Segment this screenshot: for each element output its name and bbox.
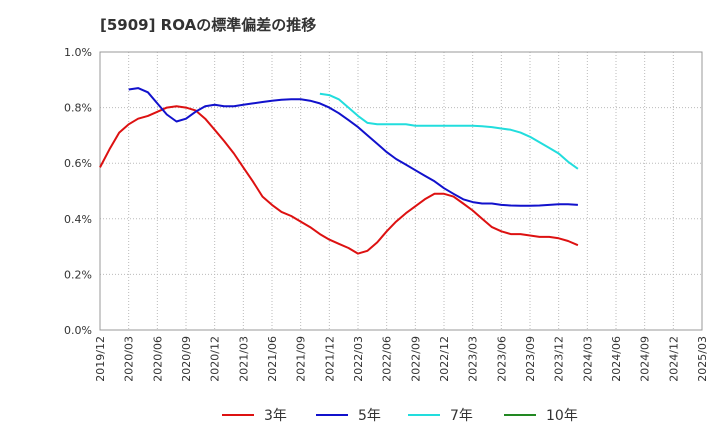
x-tick-label: 2023/03 — [467, 336, 480, 382]
x-tick-label: 2022/12 — [438, 336, 451, 382]
x-tick-label: 2024/12 — [667, 336, 680, 382]
legend-label: 5年 — [358, 408, 381, 424]
x-tick-label: 2024/06 — [610, 336, 623, 382]
x-tick-label: 2021/09 — [295, 336, 308, 382]
x-tick-label: 2024/03 — [581, 336, 594, 382]
y-tick-label: 0.2% — [64, 268, 92, 281]
x-tick-label: 2020/12 — [209, 336, 222, 382]
x-tick-label: 2020/09 — [180, 336, 193, 382]
x-tick-label: 2021/03 — [237, 336, 250, 382]
x-tick-label: 2023/06 — [495, 336, 508, 382]
x-tick-label: 2023/12 — [553, 336, 566, 382]
x-tick-label: 2019/12 — [94, 336, 107, 382]
legend-label: 7年 — [450, 408, 473, 424]
x-tick-label: 2023/09 — [524, 336, 537, 382]
x-tick-label: 2020/06 — [151, 336, 164, 382]
x-tick-label: 2021/06 — [266, 336, 279, 382]
y-tick-label: 0.6% — [64, 157, 92, 170]
y-tick-label: 1.0% — [64, 46, 92, 59]
plot-frame — [99, 51, 703, 331]
x-tick-label: 2020/03 — [123, 336, 136, 382]
series-line — [128, 87, 578, 207]
chart-title: [5909] ROAの標準偏差の推移 — [100, 16, 317, 34]
legend-label: 10年 — [546, 408, 578, 424]
x-tick-label: 2022/03 — [352, 336, 365, 382]
x-tick-label: 2021/12 — [323, 336, 336, 382]
legend-label: 3年 — [264, 408, 287, 424]
y-tick-label: 0.4% — [64, 213, 92, 226]
series-line — [99, 105, 579, 255]
y-tick-label: 0.0% — [64, 324, 92, 337]
series-line — [319, 92, 579, 170]
x-tick-label: 2022/06 — [381, 336, 394, 382]
y-tick-label: 0.8% — [64, 102, 92, 115]
x-tick-label: 2024/09 — [639, 336, 652, 382]
x-tick-label: 2022/09 — [409, 336, 422, 382]
x-tick-label: 2025/03 — [696, 336, 709, 382]
